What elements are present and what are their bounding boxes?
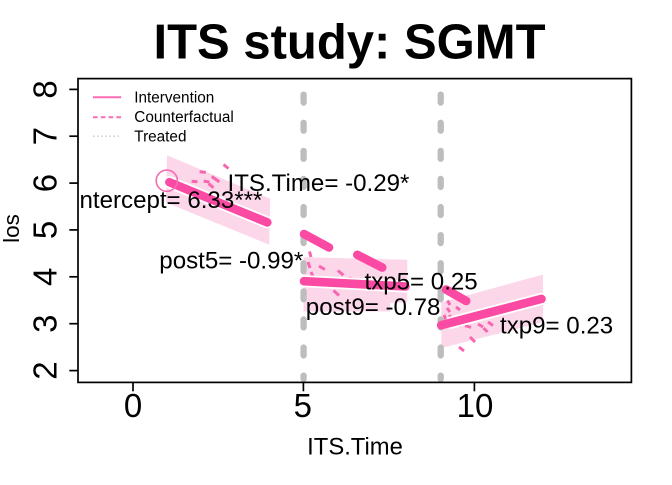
svg-text:6: 6 (26, 174, 63, 192)
svg-text:Intervention: Intervention (134, 89, 214, 106)
svg-text:7: 7 (26, 127, 63, 145)
svg-text:3: 3 (26, 315, 63, 333)
svg-text:5: 5 (26, 221, 63, 239)
svg-text:txp9= 0.23: txp9= 0.23 (500, 312, 613, 339)
svg-text:txp5= 0.25: txp5= 0.25 (365, 268, 478, 295)
svg-text:8: 8 (26, 80, 63, 98)
svg-text:4: 4 (26, 268, 63, 286)
svg-text:10: 10 (457, 387, 494, 424)
svg-text:5: 5 (294, 387, 312, 424)
svg-text:2: 2 (26, 361, 63, 379)
svg-text:ITS study: SGMT: ITS study: SGMT (154, 16, 546, 70)
svg-text:Counterfactual: Counterfactual (134, 109, 234, 126)
svg-text:ntercept= 6.33***: ntercept= 6.33*** (80, 187, 263, 214)
svg-text:post9= -0.78: post9= -0.78 (306, 294, 441, 321)
svg-text:ITS.Time= -0.29*: ITS.Time= -0.29* (228, 170, 410, 197)
svg-text:post5= -0.99*: post5= -0.99* (159, 248, 303, 275)
svg-text:ITS.Time: ITS.Time (307, 434, 403, 461)
svg-text:Treated: Treated (134, 128, 186, 145)
svg-text:los: los (0, 214, 24, 243)
svg-text:0: 0 (124, 387, 142, 424)
